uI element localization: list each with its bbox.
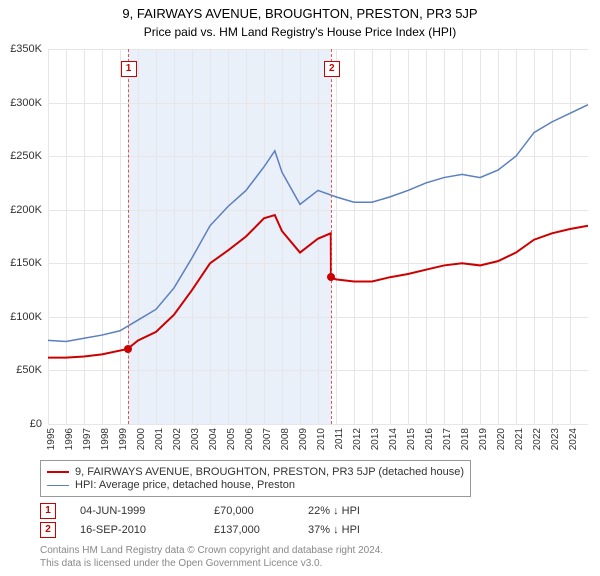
y-tick-label: £350K: [10, 43, 42, 55]
event-price: £137,000: [214, 524, 284, 536]
x-tick-label: 2018: [460, 428, 471, 450]
chart-title: 9, FAIRWAYS AVENUE, BROUGHTON, PRESTON, …: [0, 6, 600, 21]
event-number-box: 2: [40, 522, 56, 538]
y-tick-label: £0: [30, 418, 42, 430]
x-tick-label: 2021: [514, 428, 525, 450]
footer-line1: Contains HM Land Registry data © Crown c…: [40, 544, 588, 557]
y-tick-label: £300K: [10, 97, 42, 109]
x-tick-label: 2004: [208, 428, 219, 450]
plot-inner: 12: [48, 49, 588, 424]
chart-subtitle: Price paid vs. HM Land Registry's House …: [0, 25, 600, 39]
x-tick-label: 1995: [46, 428, 57, 450]
y-tick-label: £250K: [10, 150, 42, 162]
event-row-1: 1 04-JUN-1999 £70,000 22% ↓ HPI: [40, 503, 588, 519]
titles: 9, FAIRWAYS AVENUE, BROUGHTON, PRESTON, …: [0, 0, 600, 39]
x-tick-label: 2010: [316, 428, 327, 450]
x-tick-label: 2014: [388, 428, 399, 450]
x-tick-label: 2003: [190, 428, 201, 450]
footer-line2: This data is licensed under the Open Gov…: [40, 557, 588, 570]
x-tick-label: 2015: [406, 428, 417, 450]
x-tick-label: 2022: [532, 428, 543, 450]
event-line: [128, 49, 129, 424]
x-tick-label: 2017: [442, 428, 453, 450]
footer-attribution: Contains HM Land Registry data © Crown c…: [40, 544, 588, 570]
legend-label-property: 9, FAIRWAYS AVENUE, BROUGHTON, PRESTON, …: [75, 466, 464, 478]
event-marker-box: 2: [324, 61, 340, 77]
axis-wrap: £0£50K£100K£150K£200K£250K£300K£350K 12: [0, 49, 600, 424]
series-line-hpi: [48, 105, 588, 342]
event-marker-dot: [124, 345, 132, 353]
x-tick-label: 2009: [298, 428, 309, 450]
x-tick-label: 1999: [118, 428, 129, 450]
x-tick-label: 2019: [478, 428, 489, 450]
event-date: 16-SEP-2010: [80, 524, 190, 536]
event-date: 04-JUN-1999: [80, 505, 190, 517]
y-tick-label: £50K: [16, 364, 42, 376]
legend-label-hpi: HPI: Average price, detached house, Pres…: [75, 479, 295, 491]
x-tick-label: 2002: [172, 428, 183, 450]
x-tick-label: 2020: [496, 428, 507, 450]
plot-area: 12: [48, 49, 588, 424]
x-tick-label: 2008: [280, 428, 291, 450]
chart-container: 9, FAIRWAYS AVENUE, BROUGHTON, PRESTON, …: [0, 0, 600, 570]
x-tick-label: 2000: [136, 428, 147, 450]
legend-swatch-icon: [47, 471, 69, 473]
event-row-2: 2 16-SEP-2010 £137,000 37% ↓ HPI: [40, 522, 588, 538]
x-tick-label: 1998: [100, 428, 111, 450]
x-tick-label: 1997: [82, 428, 93, 450]
legend-box: 9, FAIRWAYS AVENUE, BROUGHTON, PRESTON, …: [40, 460, 471, 497]
event-price: £70,000: [214, 505, 284, 517]
x-tick-label: 2013: [370, 428, 381, 450]
x-tick-label: 2012: [352, 428, 363, 450]
event-marker-dot: [327, 273, 335, 281]
event-line: [331, 49, 332, 424]
legend-row-hpi: HPI: Average price, detached house, Pres…: [47, 479, 464, 491]
line-series-svg: [48, 49, 588, 424]
x-tick-label: 2006: [244, 428, 255, 450]
x-axis: 1995 1996 1997 1998 1999 2000 2001 2002 2003 2004…: [48, 424, 588, 454]
x-tick-label: 2007: [262, 428, 273, 450]
x-tick-label: 2024: [568, 428, 579, 450]
series-line-property: [48, 215, 588, 358]
y-axis: £0£50K£100K£150K£200K£250K£300K£350K: [0, 49, 46, 424]
x-tick-label: 2016: [424, 428, 435, 450]
event-delta: 22% ↓ HPI: [308, 505, 398, 517]
x-tick-label: 2005: [226, 428, 237, 450]
x-tick-label: 2011: [334, 428, 345, 450]
event-number-box: 1: [40, 503, 56, 519]
x-tick-label: 2001: [154, 428, 165, 450]
y-tick-label: £100K: [10, 311, 42, 323]
y-tick-label: £150K: [10, 257, 42, 269]
y-tick-label: £200K: [10, 204, 42, 216]
x-tick-label: 1996: [64, 428, 75, 450]
event-delta: 37% ↓ HPI: [308, 524, 398, 536]
legend-row-property: 9, FAIRWAYS AVENUE, BROUGHTON, PRESTON, …: [47, 466, 464, 478]
x-tick-label: 2023: [550, 428, 561, 450]
legend-swatch-icon: [47, 485, 69, 486]
event-marker-box: 1: [121, 61, 137, 77]
events-table: 1 04-JUN-1999 £70,000 22% ↓ HPI 2 16-SEP…: [40, 503, 588, 538]
